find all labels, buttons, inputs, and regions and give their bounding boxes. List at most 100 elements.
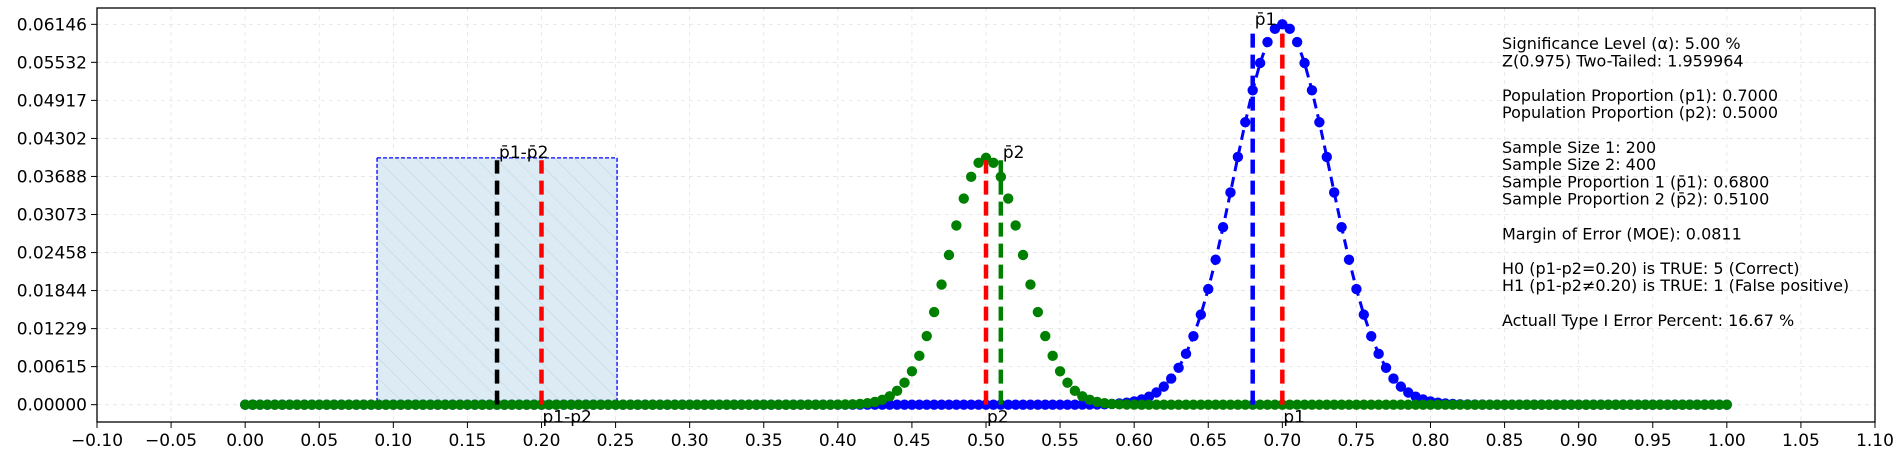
info-line: H1 (p1-p2≠0.20) is TRUE: 1 (False positi… xyxy=(1502,276,1849,295)
data-point xyxy=(1343,254,1355,265)
x-tick-label: 0.50 xyxy=(967,431,1005,451)
x-tick-label: 1.10 xyxy=(1856,431,1894,451)
data-point xyxy=(462,399,473,410)
data-point xyxy=(373,399,384,410)
data-point xyxy=(277,399,288,410)
data-point xyxy=(1136,399,1147,410)
data-point xyxy=(1247,85,1258,96)
data-point xyxy=(640,399,651,410)
data-point xyxy=(1306,399,1318,410)
data-point xyxy=(1003,399,1014,410)
data-point xyxy=(588,399,599,410)
data-point xyxy=(921,399,932,410)
data-point xyxy=(484,399,495,410)
data-point xyxy=(1617,399,1629,410)
data-point xyxy=(1328,187,1340,198)
data-point xyxy=(1240,117,1251,128)
x-tick-label: 1.00 xyxy=(1708,431,1746,451)
data-point xyxy=(1699,399,1710,410)
data-point xyxy=(1566,399,1577,410)
data-point xyxy=(1573,399,1584,410)
info-line: Significance Level (α): 5.00 % xyxy=(1502,34,1741,53)
data-point xyxy=(1640,399,1651,410)
data-point xyxy=(1358,399,1370,410)
x-tick-label: 0.10 xyxy=(374,431,412,451)
data-point xyxy=(765,399,777,410)
data-point xyxy=(1010,220,1021,231)
data-point xyxy=(1343,399,1355,410)
data-point xyxy=(1692,399,1703,410)
data-point xyxy=(1188,331,1199,342)
data-point xyxy=(965,171,977,183)
data-point xyxy=(1351,399,1362,410)
data-point xyxy=(1069,399,1081,410)
info-line: H0 (p1-p2=0.20) is TRUE: 5 (Correct) xyxy=(1502,259,1800,278)
data-point xyxy=(810,399,821,410)
data-point xyxy=(1017,249,1029,261)
data-point xyxy=(1047,350,1058,362)
data-point xyxy=(1417,399,1429,410)
data-point xyxy=(914,350,925,362)
data-point xyxy=(1336,399,1347,410)
data-point xyxy=(1143,399,1155,410)
data-point xyxy=(1017,399,1029,410)
y-tick-label: 0.06146 xyxy=(17,15,87,35)
data-point xyxy=(1054,399,1066,410)
data-point xyxy=(1269,399,1281,410)
x-tick-label: 0.45 xyxy=(893,431,931,451)
data-point xyxy=(1373,348,1384,360)
data-point xyxy=(1388,373,1399,384)
x-tick-label: 0.90 xyxy=(1560,431,1598,451)
data-point xyxy=(1358,309,1370,320)
data-point xyxy=(817,399,829,410)
data-point xyxy=(1210,254,1221,265)
data-point xyxy=(565,399,577,410)
data-point xyxy=(417,399,429,410)
data-point xyxy=(1321,151,1332,163)
data-point xyxy=(1299,399,1310,410)
data-point xyxy=(1291,399,1303,410)
y-tick-label: 0.02458 xyxy=(17,244,87,264)
axes: −0.10 −0.05 0.00 0.05 0.10 0.15 0.20 0.25 0.30 0.… xyxy=(17,15,1894,451)
data-point xyxy=(1225,187,1236,198)
data-point xyxy=(395,399,406,410)
data-point xyxy=(891,385,903,397)
data-point xyxy=(432,399,443,410)
data-point xyxy=(788,399,799,410)
x-tick-label: 0.60 xyxy=(1115,431,1153,451)
data-point xyxy=(721,399,732,410)
data-point xyxy=(1166,373,1177,384)
data-point xyxy=(714,399,725,410)
data-point xyxy=(1684,399,1695,410)
data-point xyxy=(773,399,784,410)
info-box: Significance Level (α): 5.00 %Z(0.975) T… xyxy=(1502,34,1849,330)
data-point xyxy=(1158,399,1170,410)
y-tick-label: 0.04302 xyxy=(17,129,87,149)
data-point xyxy=(321,399,332,410)
data-point xyxy=(1069,385,1081,397)
data-point xyxy=(358,399,369,410)
data-point xyxy=(1714,399,1725,410)
data-point xyxy=(973,399,984,410)
data-point xyxy=(1580,399,1592,410)
data-point xyxy=(699,399,710,410)
data-point xyxy=(580,399,592,410)
data-point xyxy=(1469,399,1481,410)
data-point xyxy=(1521,399,1533,410)
data-point xyxy=(1321,399,1332,410)
data-point xyxy=(951,399,962,410)
data-point xyxy=(543,399,555,410)
data-point xyxy=(1380,399,1392,410)
x-tick-label: 1.05 xyxy=(1782,431,1820,451)
vline-label: p̄1-p̄2 xyxy=(499,143,548,163)
data-point xyxy=(847,399,858,410)
data-point xyxy=(454,399,466,410)
data-point xyxy=(551,399,562,410)
y-tick-label: 0.01844 xyxy=(17,282,87,302)
data-point xyxy=(1425,399,1436,410)
data-point xyxy=(1514,399,1525,410)
data-point xyxy=(1440,399,1451,410)
data-point xyxy=(469,399,481,410)
